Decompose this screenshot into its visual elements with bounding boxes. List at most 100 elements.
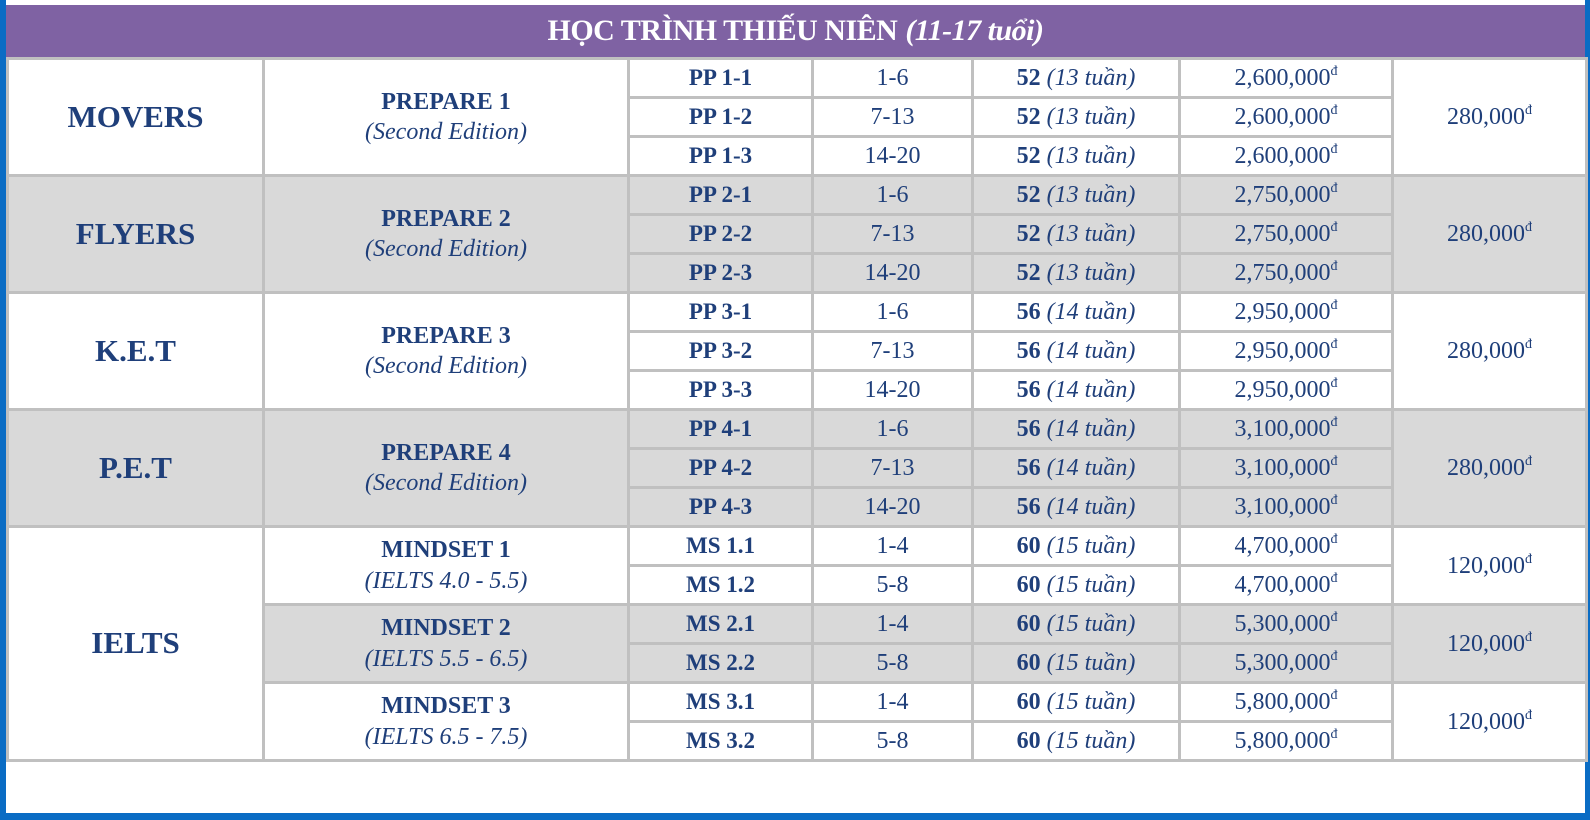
weeks-value: (13 tuần) [1046,103,1136,130]
material-fee-value: 280,000 [1447,338,1525,365]
currency-symbol: đ [1525,454,1532,470]
class-code: MS 1.2 [627,564,814,606]
currency-symbol: đ [1330,532,1338,548]
class-code: PP 4-2 [627,447,814,489]
material-fee-value: 280,000 [1447,104,1525,131]
material-fee: 120,000đ [1391,681,1588,762]
book-subtitle: (Second Edition) [365,353,527,379]
table-row: MS 1.2 5-8 60 (15 tuần) 4,700,000đ [8,564,1587,606]
hours-value: 52 [1016,259,1041,286]
currency-symbol: đ [1330,337,1338,353]
tuition-fee: 2,600,000đ [1178,96,1394,138]
class-units: 7-13 [811,330,974,372]
tuition-fee: 3,100,000đ [1178,486,1394,528]
table-row: MS 2.2 5-8 60 (15 tuần) 5,300,000đ [8,642,1587,684]
class-code: MS 2.2 [627,642,814,684]
fee-value: 2,750,000 [1234,260,1331,287]
material-fee-value: 120,000 [1447,552,1525,579]
tuition-fee: 5,300,000đ [1178,642,1394,684]
weeks-value: (15 tuần) [1046,610,1136,637]
fee-value: 3,100,000 [1234,455,1331,482]
class-code: PP 2-3 [627,252,814,294]
class-units: 1-4 [811,525,974,567]
currency-symbol: đ [1525,629,1532,645]
class-code: PP 1-2 [627,96,814,138]
hours-value: 60 [1016,610,1041,637]
tuition-fee: 2,600,000đ [1178,57,1394,99]
currency-symbol: đ [1330,142,1338,158]
class-code: MS 3.1 [627,681,814,723]
table-row: PP 1-3 14-20 52 (13 tuần) 2,600,000đ [8,135,1587,177]
tuition-fee: 2,950,000đ [1178,369,1394,411]
tuition-fee: 2,950,000đ [1178,330,1394,372]
tuition-fee: 2,750,000đ [1178,252,1394,294]
book-subtitle: (IELTS 4.0 - 5.5) [364,567,528,594]
book-subtitle: (IELTS 5.5 - 6.5) [364,645,528,672]
hours-value: 52 [1016,103,1041,130]
tuition-fee: 5,300,000đ [1178,603,1394,645]
table-row: K.E.T PREPARE 3 (Second Edition) PP 3-1 1-6 5… [6,291,1588,411]
fee-value: 2,950,000 [1234,299,1331,326]
fee-value: 5,300,000 [1234,611,1331,638]
book-title: PREPARE 1 [381,88,511,115]
book-cell: PREPARE 1 (Second Edition) [262,57,630,177]
table-row: P.E.T PREPARE 4 (Second Edition) PP 4-1 1-6 5… [6,408,1588,528]
header-title: HỌC TRÌNH THIẾU NIÊN [547,14,898,47]
hours-value: 60 [1016,727,1041,754]
class-hours: 56 (14 tuần) [971,291,1181,333]
table-row: PP 1-2 7-13 52 (13 tuần) 2,600,000đ [8,96,1587,138]
table-row: PP 3-2 7-13 56 (14 tuần) 2,950,000đ [8,330,1587,372]
class-hours: 60 (15 tuần) [971,564,1181,606]
tuition-fee: 2,950,000đ [1178,291,1394,333]
class-hours: 60 (15 tuần) [971,720,1181,762]
book-subtitle: (Second Edition) [365,470,527,496]
class-code: PP 4-1 [627,408,814,450]
class-units: 1-6 [811,174,974,216]
currency-symbol: đ [1330,649,1338,665]
material-fee-value: 280,000 [1447,221,1525,248]
currency-symbol: đ [1330,298,1338,314]
weeks-value: (14 tuần) [1046,337,1136,364]
currency-symbol: đ [1330,259,1338,275]
class-units: 7-13 [811,447,974,489]
table-row: PP 2-3 14-20 52 (13 tuần) 2,750,000đ [8,252,1587,294]
currency-symbol: đ [1525,551,1532,567]
table-row: MINDSET 2 (IELTS 5.5 - 6.5) MS 2.1 1-4 60 (15… [8,603,1588,684]
currency-symbol: đ [1525,220,1532,236]
class-units: 14-20 [811,252,974,294]
hours-value: 56 [1016,493,1041,520]
book-cell: MINDSET 2 (IELTS 5.5 - 6.5) [262,603,630,684]
class-units: 14-20 [811,135,974,177]
class-units: 14-20 [811,369,974,411]
material-fee: 280,000đ [1391,408,1588,528]
class-units: 14-20 [811,486,974,528]
currency-symbol: đ [1330,688,1338,704]
book-title: PREPARE 2 [381,205,511,232]
material-fee: 280,000đ [1391,291,1588,411]
class-units: 5-8 [811,720,974,762]
tuition-fee: 4,700,000đ [1178,564,1394,606]
class-code: PP 1-1 [627,57,814,99]
book-title: PREPARE 4 [381,439,511,466]
currency-symbol: đ [1525,707,1532,723]
material-fee-value: 280,000 [1447,455,1525,482]
level-cell: K.E.T [6,291,265,411]
class-code: MS 3.2 [627,720,814,762]
table-row: PP 4-2 7-13 56 (14 tuần) 3,100,000đ [8,447,1587,489]
currency-symbol: đ [1330,103,1338,119]
book-cell: PREPARE 2 (Second Edition) [262,174,630,294]
hours-value: 56 [1016,376,1041,403]
fee-value: 2,750,000 [1234,221,1331,248]
currency-symbol: đ [1330,181,1338,197]
class-code: PP 3-3 [627,369,814,411]
level-cell: IELTS [6,525,265,762]
class-hours: 60 (15 tuần) [971,681,1181,723]
level-cell: P.E.T [6,408,265,528]
material-fee: 280,000đ [1391,57,1588,177]
material-fee: 120,000đ [1391,603,1588,684]
book-cell: PREPARE 4 (Second Edition) [262,408,630,528]
hours-value: 60 [1016,571,1041,598]
class-code: PP 4-3 [627,486,814,528]
hours-value: 60 [1016,532,1041,559]
tuition-fee: 5,800,000đ [1178,681,1394,723]
